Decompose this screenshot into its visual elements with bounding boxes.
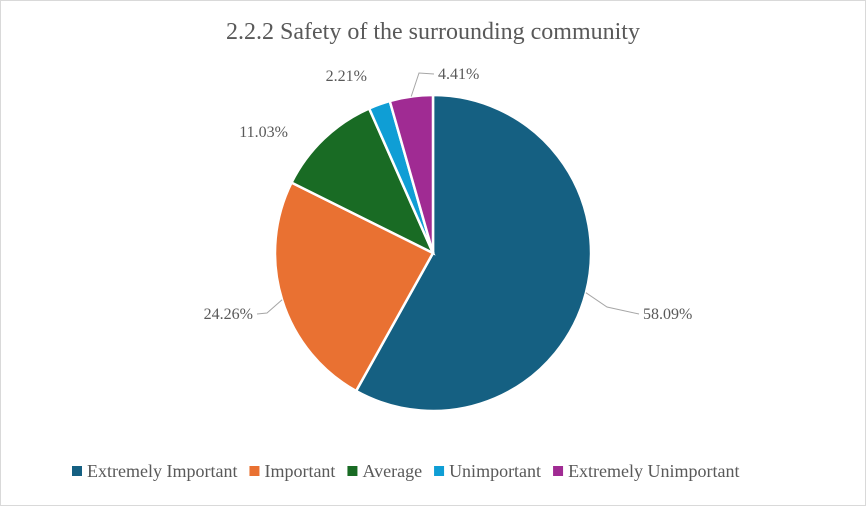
legend-label-average: Average [362, 461, 422, 481]
legend-item-extremely-important: Extremely Important [72, 461, 237, 481]
leader-line-extremely-unimportant [410, 72, 435, 97]
data-label-important: 24.26% [204, 306, 253, 323]
leader-line-extremely-important [585, 292, 640, 315]
data-label-extremely-important: 58.09% [643, 306, 692, 323]
legend: Extremely Important Important Average Unimp… [72, 461, 740, 481]
legend-swatch-average [347, 466, 358, 476]
data-labels: 58.09% 24.26% 11.03% 2.21% 4.41% [204, 66, 693, 323]
legend-item-average: Average [347, 461, 422, 481]
legend-item-unimportant: Unimportant [434, 461, 541, 481]
legend-label-extremely-unimportant: Extremely Unimportant [568, 461, 739, 481]
chart-title: 2.2.2 Safety of the surrounding communit… [226, 19, 640, 45]
legend-label-extremely-important: Extremely Important [87, 461, 237, 481]
legend-swatch-important [249, 466, 260, 476]
data-label-average: 11.03% [239, 124, 288, 141]
data-label-extremely-unimportant: 4.41% [438, 66, 479, 83]
legend-swatch-extremely-important [72, 466, 82, 476]
legend-label-unimportant: Unimportant [449, 461, 541, 481]
legend-label-important: Important [264, 461, 335, 481]
legend-item-extremely-unimportant: Extremely Unimportant [553, 461, 740, 481]
leader-lines [256, 72, 640, 315]
data-label-unimportant: 2.21% [326, 68, 367, 85]
legend-swatch-unimportant [434, 466, 445, 476]
pie-slices [273, 93, 593, 413]
legend-item-important: Important [249, 461, 335, 481]
pie-slice-average [289, 106, 436, 256]
legend-swatch-extremely-unimportant [553, 466, 564, 476]
leader-line-important [256, 299, 283, 315]
pie-slice-extremely-unimportant [388, 93, 435, 254]
